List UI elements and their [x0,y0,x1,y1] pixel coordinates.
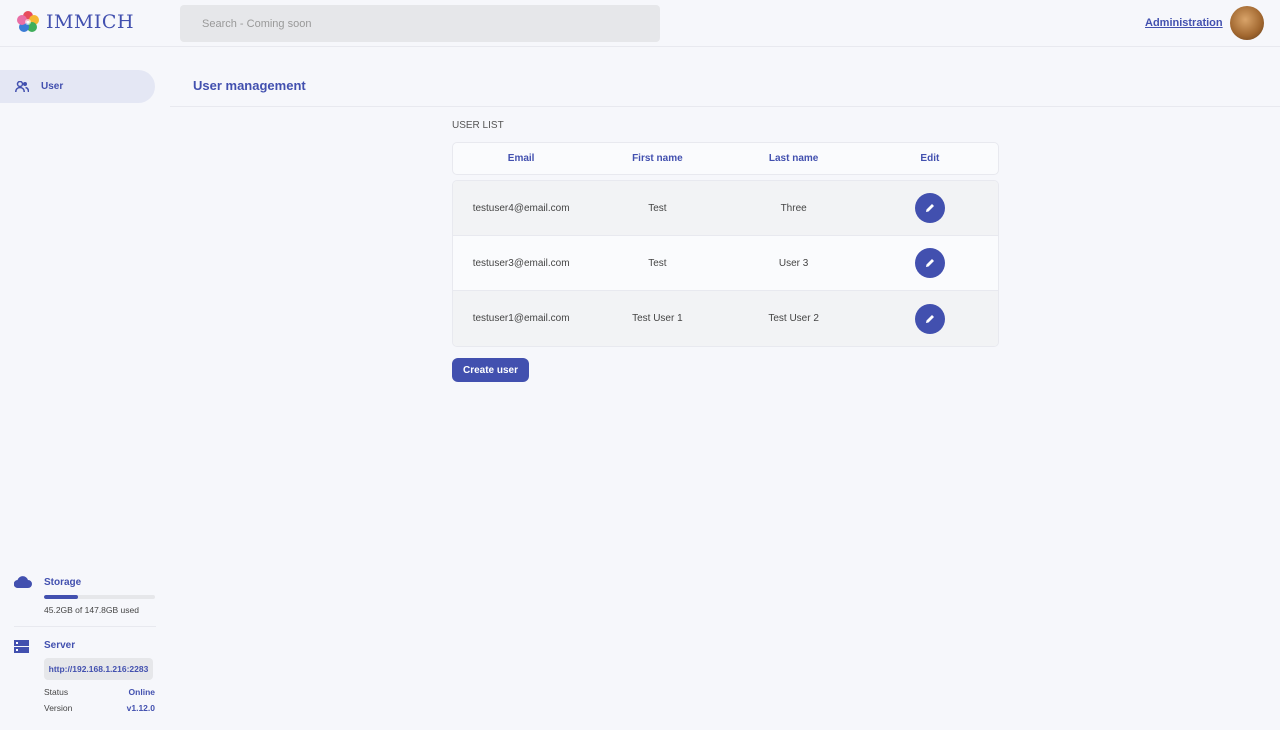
logo-text: IMMICH [46,11,135,33]
column-header: Email [507,153,535,164]
first-name-cell: Test [648,257,667,269]
storage-usage-text: 45.2GB of 147.8GB used [44,605,139,615]
edit-user-button[interactable] [914,303,945,334]
avatar[interactable] [1230,6,1264,40]
storage-progress-fill [44,595,78,599]
first-name-cell: Test [648,202,667,214]
storage-label: Storage [44,577,82,588]
immich-logo[interactable]: IMMICH [16,10,134,34]
version-value: v1.12.0 [126,703,155,713]
column-header: Last name [768,153,819,164]
storage-progress-bar [44,595,155,599]
divider [170,106,1280,107]
email-cell: testuser1@email.com [472,313,570,324]
pencil-icon [925,314,934,323]
server-label: Server [44,640,76,651]
table-row: testuser1@email.com Test User 1 Test Use… [453,291,998,346]
table-header: Email First name Last name Edit [452,142,999,175]
search-input[interactable]: Search - Coming soon [180,5,660,42]
divider [14,626,156,627]
last-name-cell: User 3 [778,257,809,269]
table-row: testuser3@email.com Test User 3 [453,236,998,291]
sidebar-item-label: User [41,81,64,92]
status-label: Status [44,687,69,697]
email-cell: testuser3@email.com [472,257,570,269]
server-icon [14,640,29,653]
section-label: USER LIST [452,120,504,131]
column-header: Edit [920,153,940,164]
create-user-button[interactable]: Create user [452,358,529,382]
edit-user-button[interactable] [914,248,945,278]
page-title: User management [193,78,306,93]
immich-flower-icon [17,11,39,32]
email-cell: testuser4@email.com [472,202,570,214]
server-url: http://192.168.1.216:2283 [44,658,153,680]
last-name-cell: Three [780,202,807,214]
user-table: Email First name Last name Edit testuser… [452,142,999,347]
version-label: Version [44,703,73,713]
users-icon [15,80,29,92]
last-name-cell: Test User 2 [768,313,819,324]
cloud-icon [14,576,32,588]
table-row: testuser4@email.com Test Three [453,181,998,236]
administration-link[interactable]: Administration [1145,17,1223,29]
pencil-icon [925,204,934,212]
status-value: Online [128,687,155,697]
sidebar-item-user[interactable]: User [0,70,155,103]
pencil-icon [925,259,934,267]
column-header: First name [632,153,683,164]
first-name-cell: Test User 1 [632,313,683,324]
edit-user-button[interactable] [914,193,945,223]
top-bar: IMMICH Search - Coming soon Administrati… [0,0,1280,47]
